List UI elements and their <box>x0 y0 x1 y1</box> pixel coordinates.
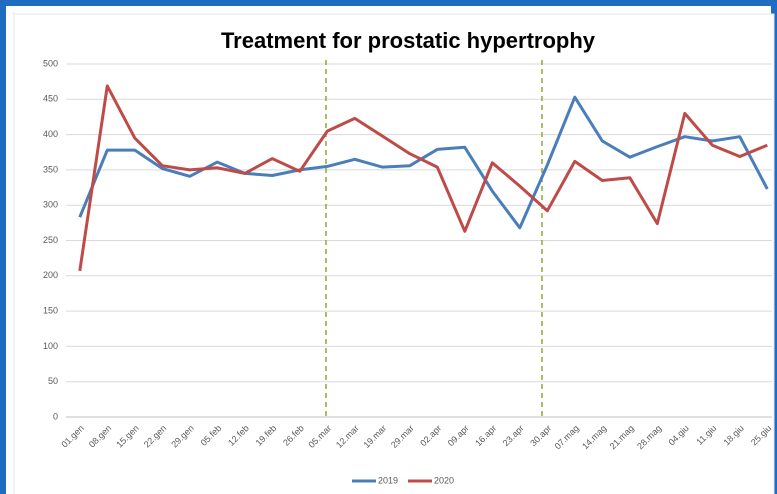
chart-title: Treatment for prostatic hypertrophy <box>221 28 596 53</box>
y-tick-label: 0 <box>53 411 58 421</box>
y-tick-label: 100 <box>43 341 58 351</box>
y-tick-label: 450 <box>43 94 58 104</box>
y-tick-label: 200 <box>43 270 58 280</box>
y-tick-label: 50 <box>48 376 58 386</box>
line-series <box>78 95 769 230</box>
y-tick-label: 150 <box>43 305 58 315</box>
y-tick-label: 350 <box>43 164 58 174</box>
line-series <box>78 84 768 272</box>
y-tick-label: 500 <box>43 58 58 68</box>
legend-label: 2020 <box>434 475 454 485</box>
y-tick-label: 400 <box>43 129 58 139</box>
legend-label: 2019 <box>378 475 398 485</box>
y-tick-label: 250 <box>43 235 58 245</box>
chart-area <box>13 13 775 494</box>
y-tick-label: 300 <box>43 200 58 210</box>
